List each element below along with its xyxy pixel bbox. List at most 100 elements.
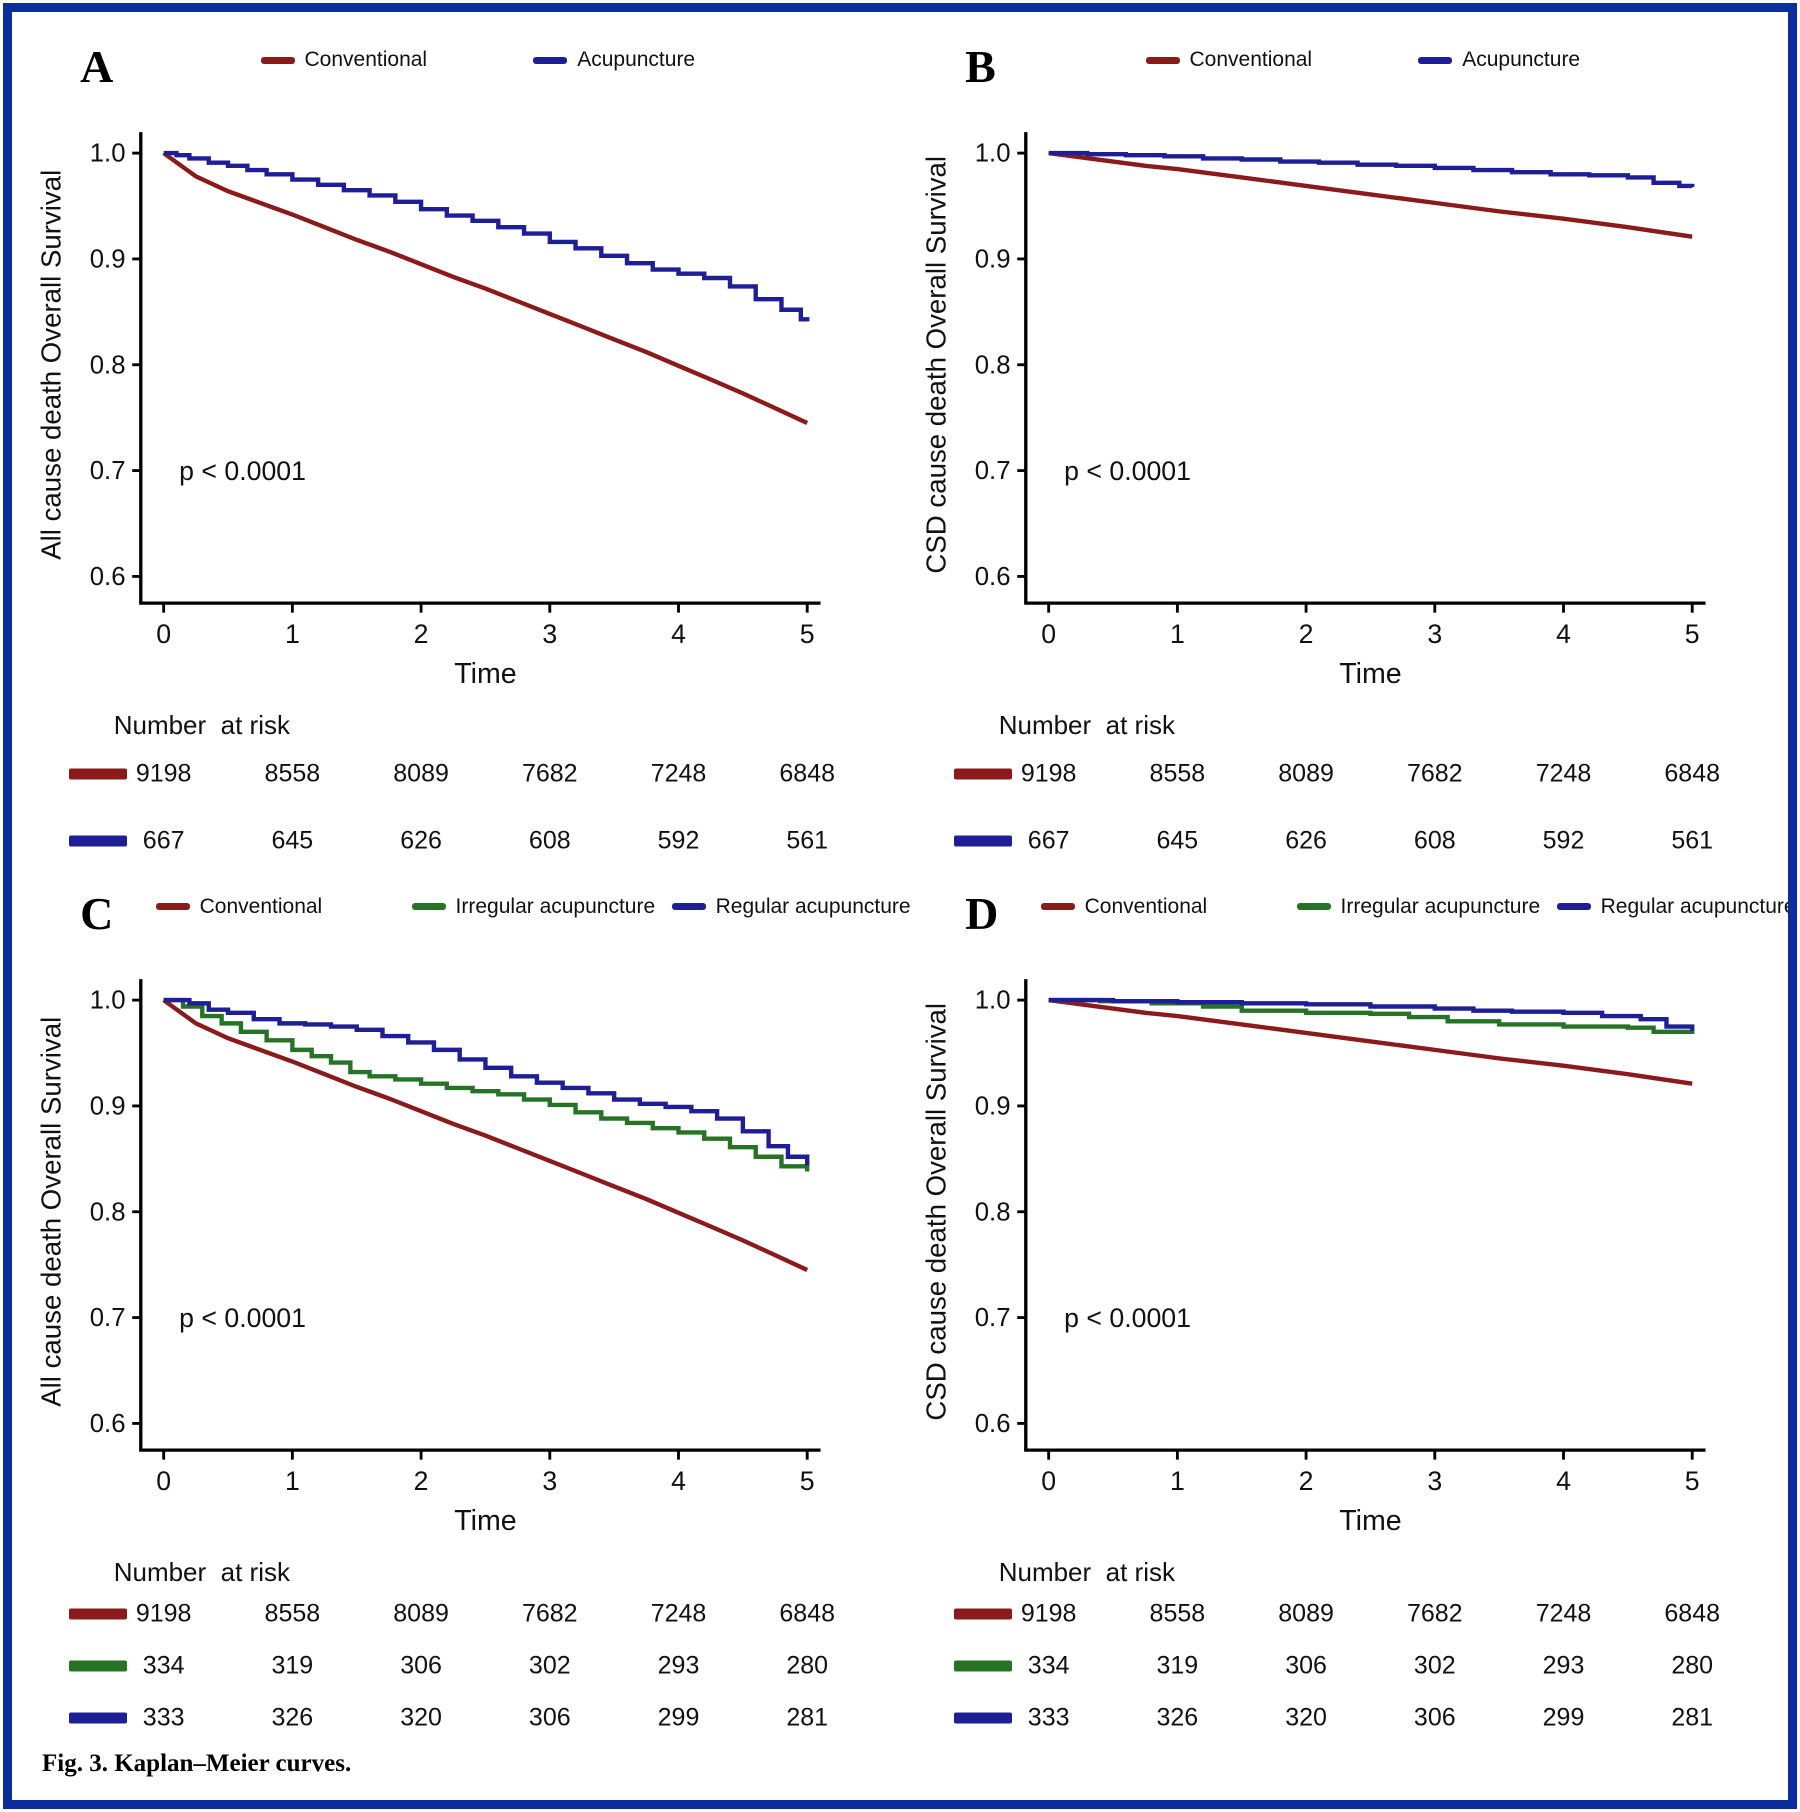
p-value-annotation: p < 0.0001 bbox=[1064, 456, 1191, 486]
risk-count: 8558 bbox=[1149, 759, 1206, 788]
x-tick-label: 1 bbox=[285, 619, 300, 649]
legend-label: Irregular acupuncture bbox=[1340, 894, 1541, 918]
x-tick-label: 1 bbox=[1170, 1466, 1185, 1496]
legend-key-line bbox=[1296, 903, 1331, 911]
risk-count: 280 bbox=[1671, 1651, 1714, 1680]
legend-item: Conventional bbox=[1040, 895, 1207, 919]
panel-B: B Conventional Acupuncture 1.0 0.9 0.8 0.7 0.6 0… bbox=[919, 38, 1758, 875]
risk-count: 326 bbox=[1156, 1703, 1199, 1732]
risk-count: 626 bbox=[1285, 826, 1327, 855]
legend-item: Acupuncture bbox=[533, 48, 695, 72]
legend-item: Regular acupuncture bbox=[671, 895, 911, 919]
x-tick-label: 2 bbox=[1299, 1466, 1314, 1496]
legend-key-line bbox=[533, 56, 568, 64]
km-plot-D: 1.0 0.9 0.8 0.7 0.6 0 1 2 3 4 5 Time CSD cause death… bbox=[921, 979, 1706, 1537]
risk-count: 281 bbox=[786, 1703, 829, 1732]
legend-key-line bbox=[1145, 56, 1180, 64]
legend-key-line bbox=[671, 903, 706, 911]
y-axis-title: CSD cause death Overall Survival bbox=[921, 156, 952, 574]
y-axis-title: CSD cause death Overall Survival bbox=[921, 1003, 952, 1421]
risk-row: 9198 8558 8089 7682 7248 6848 bbox=[34, 1588, 873, 1640]
number-at-risk-block: Number at risk 9198 8558 8089 7682 7248 6848 66… bbox=[919, 710, 1758, 875]
x-tick-label: 3 bbox=[542, 1466, 557, 1496]
risk-count: 8558 bbox=[264, 1599, 321, 1628]
x-tick-label: 3 bbox=[1427, 1466, 1442, 1496]
risk-count: 306 bbox=[1285, 1651, 1327, 1680]
legend-label: Irregular acupuncture bbox=[455, 894, 656, 918]
legend-item: Regular acupuncture bbox=[1556, 894, 1796, 919]
x-tick-label: 5 bbox=[800, 1466, 815, 1496]
legend-label: Acupuncture bbox=[577, 48, 696, 71]
risk-count: 320 bbox=[1285, 1703, 1327, 1732]
y-tick-label: 0.9 bbox=[975, 1093, 1011, 1121]
risk-count: 302 bbox=[528, 1651, 571, 1680]
y-axis-title: All cause death Overall Survival bbox=[36, 170, 67, 560]
risk-count: 9198 bbox=[135, 759, 192, 788]
x-axis-title: Time bbox=[1339, 658, 1401, 690]
risk-count: 645 bbox=[271, 826, 314, 855]
number-at-risk-block: Number at risk 9198 8558 8089 7682 7248 6848 66… bbox=[34, 710, 873, 875]
risk-row: 667 645 626 608 592 561 bbox=[919, 808, 1758, 875]
y-tick-label: 0.6 bbox=[90, 1410, 126, 1438]
risk-row: 333 326 320 306 299 281 bbox=[919, 1692, 1758, 1744]
x-axis-title: Time bbox=[1339, 1505, 1401, 1537]
risk-count: 333 bbox=[142, 1703, 185, 1732]
risk-count: 334 bbox=[142, 1651, 185, 1680]
x-tick-label: 2 bbox=[1299, 619, 1314, 649]
risk-count: 667 bbox=[1027, 826, 1070, 855]
risk-count: 293 bbox=[1542, 1651, 1585, 1680]
panel-D: D Conventional Irregular acupuncture Regula… bbox=[919, 885, 1796, 1744]
x-tick-label: 0 bbox=[1041, 619, 1056, 649]
risk-count: 299 bbox=[657, 1703, 700, 1732]
panel-label: C bbox=[80, 887, 114, 939]
risk-count: 6848 bbox=[1664, 1599, 1721, 1628]
risk-count: 7682 bbox=[1406, 759, 1463, 788]
risk-count: 608 bbox=[1413, 826, 1456, 855]
x-tick-label: 3 bbox=[542, 619, 557, 649]
risk-count: 7248 bbox=[1535, 1599, 1592, 1628]
panel-header: D Conventional Irregular acupuncture Regula… bbox=[919, 885, 1795, 941]
y-tick-label: 0.8 bbox=[975, 351, 1011, 379]
panel-C: C Conventional Irregular acupuncture Regula… bbox=[34, 885, 911, 1744]
legend-key-line bbox=[1418, 56, 1453, 64]
risk-count: 6848 bbox=[779, 759, 836, 788]
risk-count: 8089 bbox=[393, 1599, 449, 1628]
y-tick-label: 0.7 bbox=[90, 1304, 126, 1332]
y-tick-label: 1.0 bbox=[90, 987, 126, 1015]
x-tick-label: 4 bbox=[671, 1466, 686, 1496]
legend-item: Irregular acupuncture bbox=[411, 894, 656, 919]
number-at-risk-header: Number at risk bbox=[998, 709, 1175, 740]
number-at-risk-header: Number at risk bbox=[113, 1556, 290, 1587]
x-tick-label: 1 bbox=[1170, 619, 1185, 649]
x-tick-label: 4 bbox=[671, 619, 686, 649]
km-curve-acupuncture bbox=[1048, 150, 1695, 189]
risk-count: 306 bbox=[400, 1651, 442, 1680]
risk-count: 319 bbox=[1156, 1651, 1199, 1680]
risk-count: 334 bbox=[1027, 1651, 1070, 1680]
legend-label: Regular acupuncture bbox=[1600, 894, 1796, 918]
x-tick-label: 3 bbox=[1427, 619, 1442, 649]
risk-row: 334 319 306 302 293 280 bbox=[34, 1640, 873, 1692]
risk-row-key-line bbox=[69, 1712, 128, 1724]
legend-key-line bbox=[1040, 903, 1075, 911]
risk-count: 7682 bbox=[521, 759, 578, 788]
legend-key-line bbox=[155, 903, 190, 911]
x-tick-label: 2 bbox=[414, 1466, 429, 1496]
x-tick-label: 0 bbox=[156, 619, 171, 649]
km-curve-conventional bbox=[162, 998, 809, 1272]
risk-row-key-line bbox=[954, 1712, 1013, 1724]
legend-label: Conventional bbox=[304, 48, 428, 71]
risk-count: 319 bbox=[271, 1651, 314, 1680]
km-curve-conventional bbox=[162, 151, 809, 426]
risk-count: 8089 bbox=[1278, 1599, 1334, 1628]
risk-count: 667 bbox=[142, 826, 185, 855]
y-tick-label: 0.9 bbox=[90, 246, 126, 274]
legend-key-line bbox=[1556, 903, 1591, 911]
y-tick-label: 1.0 bbox=[975, 140, 1011, 168]
number-at-risk-header: Number at risk bbox=[113, 709, 290, 740]
number-at-risk-block: Number at risk 9198 8558 8089 7682 7248 6848 33… bbox=[919, 1557, 1758, 1744]
y-tick-label: 0.8 bbox=[90, 351, 126, 379]
panel-header: B Conventional Acupuncture bbox=[919, 38, 1758, 94]
x-tick-label: 0 bbox=[156, 1466, 171, 1496]
risk-count: 302 bbox=[1413, 1651, 1456, 1680]
